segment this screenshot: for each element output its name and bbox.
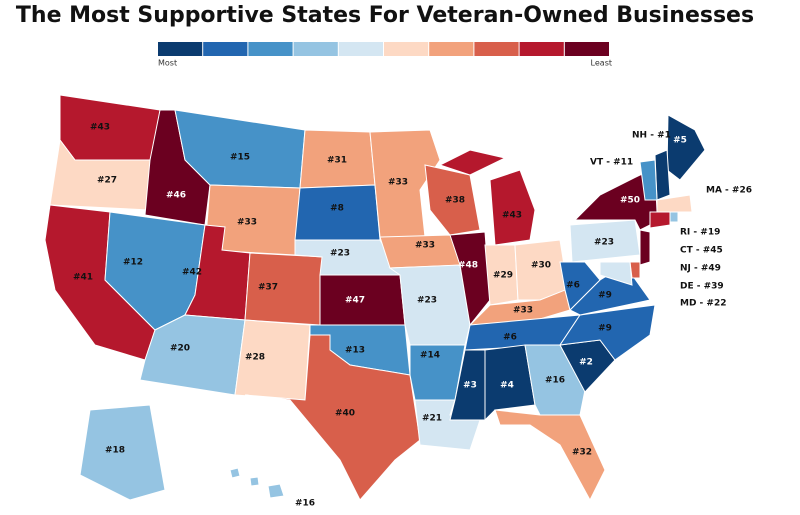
state-label: #37: [258, 283, 278, 293]
state: [267, 483, 285, 499]
state-label: #18: [105, 446, 125, 456]
states: [44, 94, 706, 502]
state-label: #40: [335, 409, 355, 419]
legend-swatch: [474, 42, 519, 56]
state-label: #28: [245, 353, 265, 363]
state-label: #30: [531, 261, 551, 271]
callout: MA - #26: [706, 186, 752, 196]
legend-swatch: [248, 42, 293, 56]
small-state: [656, 194, 693, 213]
small-state: [654, 149, 671, 201]
state-label: #6: [503, 333, 517, 343]
state-label: #23: [330, 249, 350, 259]
state-label: #41: [73, 273, 93, 283]
state-label: #12: [123, 258, 143, 268]
legend: [158, 42, 609, 56]
state-label: #47: [345, 296, 365, 306]
state-label: #6: [566, 281, 580, 291]
state-label: #48: [458, 261, 478, 271]
callout: NH - #1: [632, 131, 671, 141]
state-label: #43: [502, 211, 522, 221]
state-label: #9: [598, 324, 612, 334]
state-label: #21: [422, 414, 442, 424]
state: [666, 114, 706, 181]
callout: NJ - #49: [680, 264, 721, 274]
state: [369, 129, 441, 238]
small-state: [599, 261, 633, 286]
state: [79, 404, 166, 501]
state-label: #8: [330, 204, 344, 214]
state-label: #27: [97, 176, 117, 186]
state-label: #2: [579, 358, 593, 368]
state-label: #9: [598, 291, 612, 301]
state: [249, 476, 260, 487]
state-label: #42: [182, 268, 202, 278]
state-label: #16: [545, 376, 565, 386]
callout: VT - #11: [590, 158, 633, 168]
legend-swatch: [203, 42, 248, 56]
state-label: #38: [445, 196, 465, 206]
state-label: #32: [572, 448, 592, 458]
state-label: #4: [500, 381, 514, 391]
state-label: #29: [493, 271, 513, 281]
state-label: #3: [463, 381, 477, 391]
small-state: [669, 211, 679, 223]
state: [438, 149, 507, 176]
state: [489, 169, 536, 246]
state-label: #33: [513, 306, 533, 316]
state: [484, 344, 536, 422]
state-label: #31: [327, 156, 347, 166]
state-label: #33: [388, 178, 408, 188]
state: [424, 164, 481, 236]
state: [449, 231, 491, 327]
callout: MD - #22: [680, 299, 727, 309]
legend-swatch: [338, 42, 383, 56]
state-label: #43: [90, 123, 110, 133]
legend-swatch: [429, 42, 474, 56]
state-label: #33: [237, 218, 257, 228]
title: The Most Supportive States For Veteran-O…: [16, 3, 754, 28]
state: [494, 409, 606, 502]
labels: #43 #27 #46 #15 #33 #41 #12 #42 #20 #37 #28 #31 #8 #2…: [73, 123, 752, 509]
legend-swatch: [519, 42, 564, 56]
small-state: [649, 211, 671, 229]
state: [449, 349, 486, 421]
small-state: [639, 229, 651, 266]
state-label: #15: [230, 153, 250, 163]
state-label: #13: [345, 346, 365, 356]
state-label: #33: [415, 241, 435, 251]
legend-low: Most: [158, 59, 177, 68]
state-label: #20: [170, 344, 190, 354]
legend-swatch: [293, 42, 338, 56]
state: [244, 334, 421, 501]
state-label: #50: [620, 196, 640, 206]
state-label: #23: [594, 238, 614, 248]
callout: DE - #39: [680, 282, 724, 292]
state-label: #46: [166, 191, 186, 201]
state-label: #14: [420, 351, 440, 361]
state-label: #16: [295, 499, 315, 509]
callout: RI - #19: [680, 228, 720, 238]
state-label: #23: [417, 296, 437, 306]
callout: CT - #45: [680, 246, 723, 256]
state: [229, 467, 241, 479]
state: [558, 304, 656, 361]
legend-swatch: [158, 42, 203, 56]
state: [559, 261, 601, 311]
legend-high: Least: [591, 59, 612, 68]
state-label: #5: [673, 136, 687, 146]
legend-swatch: [384, 42, 429, 56]
legend-swatch: [564, 42, 609, 56]
